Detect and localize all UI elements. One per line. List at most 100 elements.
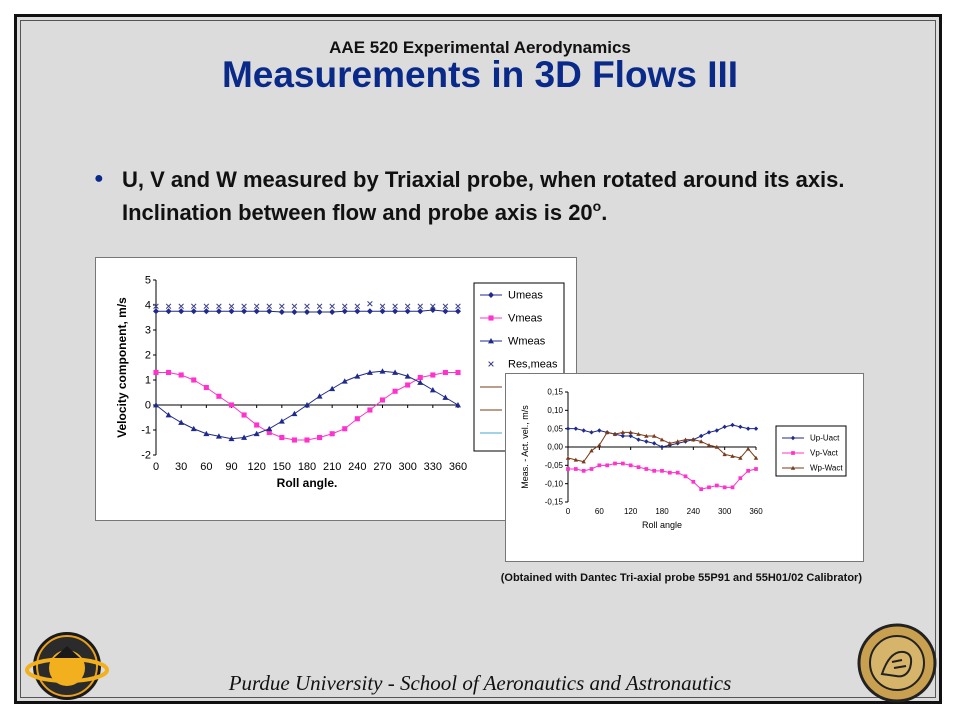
point-wp-wact [581,459,586,464]
point-umeas [228,308,235,315]
x-tick-label: 180 [655,507,669,516]
point-wmeas [266,425,273,432]
chart-legend: Up-Uact Vp-Vact Wp-Wact [775,425,847,477]
y-tick-label: -2 [141,450,151,462]
point-wp-wact [706,442,712,447]
point-vp-vact [566,467,570,471]
point-wp-wact [738,455,743,460]
legend-label-up-uact: Up-Uact [810,434,840,443]
point-vp-vact [644,467,649,471]
point-umeas [316,309,323,315]
x-tick-label: 240 [348,461,366,473]
point-up-uact [730,422,735,428]
point-wmeas [354,373,361,379]
point-up-uact [565,426,571,431]
point-umeas [304,309,310,315]
point-umeas [417,308,424,315]
x-tick-label: 0 [566,507,571,516]
x-tick-label: 210 [323,461,341,473]
point-res-meas [417,303,424,310]
point-wp-wact [644,433,649,438]
series-line-vp-vact [568,463,757,490]
x-tick-label: 120 [624,507,638,516]
point-wp-wact [565,455,571,460]
x-tick-label: 270 [373,461,391,473]
point-vmeas [405,382,411,388]
point-vp-vact [573,467,578,471]
point-umeas [442,308,449,315]
point-vp-vact [699,487,704,492]
point-vp-vact [636,465,641,470]
point-vmeas [392,388,398,394]
point-vmeas [228,402,235,408]
point-wp-wact [597,442,602,447]
point-res-meas [153,303,159,310]
x-tick-label: 60 [595,507,604,516]
point-umeas [379,308,386,315]
point-vp-vact [628,463,633,468]
point-up-uact [581,428,586,433]
point-res-meas [291,303,298,310]
point-vp-vact [730,485,735,490]
point-wmeas [341,378,348,384]
point-up-uact [620,433,626,439]
bullet-main-text: U, V and W measured by Triaxial probe, w… [122,167,845,225]
legend-marker-vp-vact [791,451,795,455]
y-tick-label: 0,00 [547,443,563,452]
point-wmeas [316,393,323,399]
point-res-meas [190,303,197,310]
point-wp-wact [675,439,680,444]
legend-marker-wmeas [488,338,494,344]
x-tick-label: 180 [298,461,316,473]
point-res-meas [165,303,172,310]
y-axis-label: Meas. - Act. vel., m/s [520,405,530,489]
point-umeas [253,308,260,315]
x-tick-label: 30 [175,461,187,473]
point-up-uact [753,426,759,431]
point-wmeas [253,430,260,437]
point-vp-vact [754,467,758,471]
x-tick-label: 330 [424,461,442,473]
x-tick-label: 360 [749,507,763,516]
point-res-meas [216,303,222,310]
point-wmeas [442,394,449,400]
point-wmeas [366,369,373,375]
point-up-uact [683,439,688,444]
point-wmeas [153,402,159,408]
point-vp-vact [738,476,743,481]
legend-label-vmeas: Vmeas [508,313,543,325]
point-vp-vact [714,483,719,488]
legend-marker-wp-wact [790,465,796,470]
degree-superscript: o [592,198,602,214]
point-vmeas [442,369,448,376]
point-wp-wact [722,452,727,457]
y-tick-label: 0,10 [547,406,563,415]
point-res-meas [203,303,210,310]
y-tick-label: -0,05 [545,461,564,470]
point-wmeas [291,410,298,417]
y-tick-label: 0 [145,400,151,412]
point-vp-vact [605,463,610,468]
point-wp-wact [612,431,618,436]
point-vmeas [455,369,461,376]
point-res-meas [455,303,461,310]
point-vmeas [166,369,172,376]
point-wmeas [429,387,436,393]
point-up-uact [644,439,649,444]
point-wp-wact [636,431,641,436]
x-tick-label: 150 [273,461,291,473]
point-vp-vact [660,468,664,473]
point-wmeas [455,402,461,408]
point-res-meas [442,303,449,310]
point-res-meas [241,303,247,310]
y-tick-label: 0,05 [547,424,563,433]
point-res-meas [228,303,235,310]
point-res-meas [341,303,348,310]
point-wmeas [404,373,411,379]
point-vmeas [191,377,197,383]
point-wp-wact [714,444,720,449]
point-wmeas [190,425,197,432]
point-vmeas [216,393,222,399]
purdue-seal-icon [857,623,937,703]
chart-caption: (Obtained with Dantec Tri-axial probe 55… [500,572,862,584]
